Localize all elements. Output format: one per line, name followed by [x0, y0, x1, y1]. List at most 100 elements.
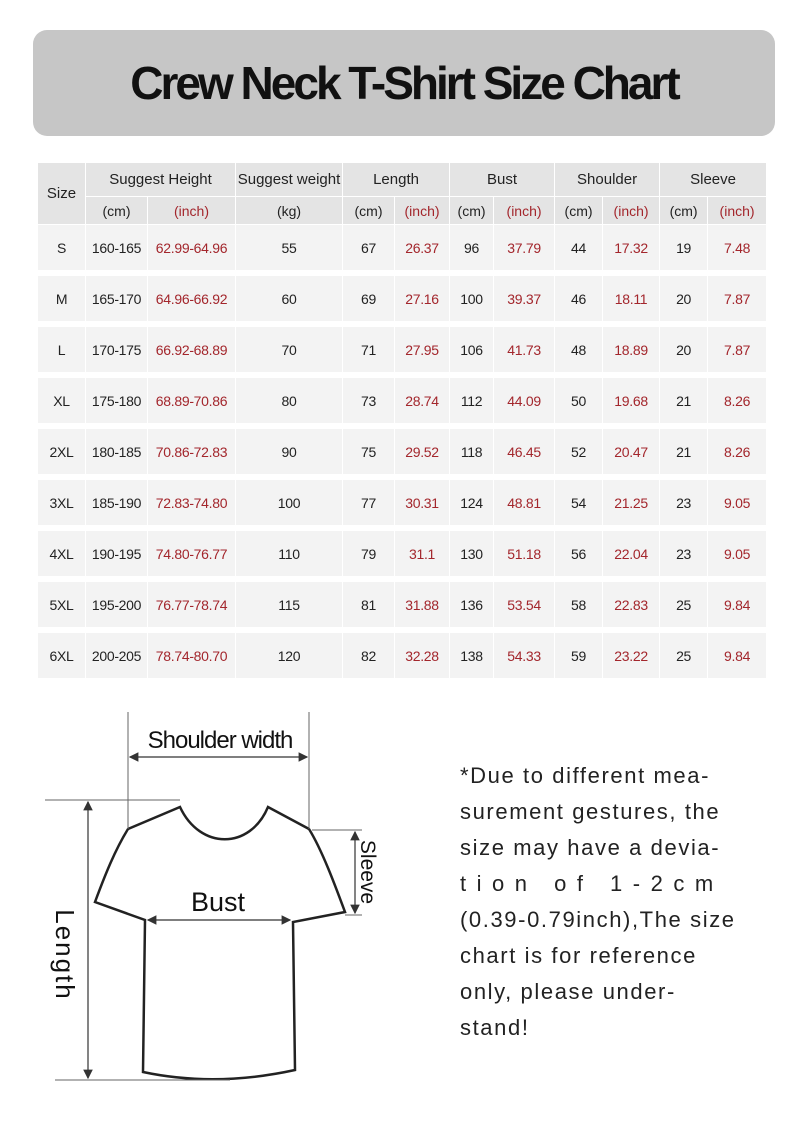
- column-header: Suggest weight: [236, 163, 344, 197]
- table-cell: 90: [236, 429, 344, 480]
- table-cell: 18.11: [603, 276, 661, 327]
- table-cell: 8.26: [708, 429, 768, 480]
- unit-header: (inch): [603, 197, 661, 225]
- table-cell: 44.09: [494, 378, 556, 429]
- shirt-outline: [93, 805, 347, 1081]
- table-cell: 62.99-64.96: [148, 225, 237, 276]
- table-cell: 175-180: [86, 378, 148, 429]
- table-cell: 27.95: [395, 327, 451, 378]
- title-banner: Crew Neck T-Shirt Size Chart: [33, 30, 775, 136]
- table-cell: 71: [343, 327, 396, 378]
- table-cell: 118: [450, 429, 495, 480]
- table-cell: 138: [450, 633, 495, 684]
- table-cell: L: [38, 327, 86, 378]
- table-cell: 48.81: [494, 480, 556, 531]
- column-header: Length: [343, 163, 451, 197]
- table-cell: 120: [236, 633, 344, 684]
- table-cell: XL: [38, 378, 86, 429]
- column-header: Size: [38, 163, 86, 225]
- table-cell: 56: [555, 531, 604, 582]
- title: Crew Neck T-Shirt Size Chart: [130, 57, 680, 109]
- table-cell: 9.84: [708, 582, 768, 633]
- unit-header: (inch): [395, 197, 451, 225]
- note-line: *Due to different mea-: [460, 763, 711, 788]
- table-cell: 79: [343, 531, 396, 582]
- table-cell: 200-205: [86, 633, 148, 684]
- bust-label: Bust: [191, 887, 246, 917]
- table-cell: 48: [555, 327, 604, 378]
- unit-header: (inch): [494, 197, 556, 225]
- table-cell: 31.88: [395, 582, 451, 633]
- table-cell: 2XL: [38, 429, 86, 480]
- table-cell: 185-190: [86, 480, 148, 531]
- table-cell: 77: [343, 480, 396, 531]
- table-cell: 9.84: [708, 633, 768, 684]
- table-row: M 165-170 64.96-66.92 60 69 27.16 100 39.37 46 18…: [38, 276, 768, 327]
- table-cell: 4XL: [38, 531, 86, 582]
- table-cell: 25: [660, 633, 709, 684]
- unit-header: (inch): [708, 197, 768, 225]
- sleeve-label: Sleeve: [356, 840, 379, 904]
- table-cell: 8.26: [708, 378, 768, 429]
- table-cell: 23.22: [603, 633, 661, 684]
- table-cell: 180-185: [86, 429, 148, 480]
- table-cell: 64.96-66.92: [148, 276, 237, 327]
- table-cell: 3XL: [38, 480, 86, 531]
- table-cell: 7.48: [708, 225, 768, 276]
- table-cell: 19: [660, 225, 709, 276]
- table-cell: 50: [555, 378, 604, 429]
- table-cell: 22.04: [603, 531, 661, 582]
- table-cell: 73: [343, 378, 396, 429]
- table-cell: 19.68: [603, 378, 661, 429]
- table-cell: 21: [660, 378, 709, 429]
- table-cell: 51.18: [494, 531, 556, 582]
- table-cell: 190-195: [86, 531, 148, 582]
- table-cell: 67: [343, 225, 396, 276]
- table-cell: 26.37: [395, 225, 451, 276]
- table-cell: 39.37: [494, 276, 556, 327]
- length-label: Length: [50, 909, 80, 1001]
- column-header: Sleeve: [660, 163, 768, 197]
- table-cell: 59: [555, 633, 604, 684]
- table-cell: 66.92-68.89: [148, 327, 237, 378]
- table-cell: 46.45: [494, 429, 556, 480]
- table-cell: 25: [660, 582, 709, 633]
- note-line: chart is for reference: [460, 943, 697, 968]
- table-cell: 21.25: [603, 480, 661, 531]
- table-cell: 21: [660, 429, 709, 480]
- table-cell: 165-170: [86, 276, 148, 327]
- table-cell: 20.47: [603, 429, 661, 480]
- table-cell: 75: [343, 429, 396, 480]
- table-cell: 81: [343, 582, 396, 633]
- table-cell: M: [38, 276, 86, 327]
- table-cell: 100: [450, 276, 495, 327]
- table-cell: 22.83: [603, 582, 661, 633]
- table-cell: 115: [236, 582, 344, 633]
- table-cell: 23: [660, 531, 709, 582]
- table-cell: 37.79: [494, 225, 556, 276]
- table-cell: 7.87: [708, 276, 768, 327]
- unit-header: (cm): [86, 197, 148, 225]
- table-cell: 53.54: [494, 582, 556, 633]
- table-cell: 112: [450, 378, 495, 429]
- unit-header: (cm): [555, 197, 604, 225]
- table-cell: 28.74: [395, 378, 451, 429]
- table-row: 4XL 190-195 74.80-76.77 110 79 31.1 130 51.18 56…: [38, 531, 768, 582]
- table-cell: 7.87: [708, 327, 768, 378]
- table-row: 2XL 180-185 70.86-72.83 90 75 29.52 118 46.45 52…: [38, 429, 768, 480]
- table-cell: 54: [555, 480, 604, 531]
- table-cell: 23: [660, 480, 709, 531]
- table-cell: 72.83-74.80: [148, 480, 237, 531]
- shirt-diagram: Shoulder width Bust Length Sleeve: [45, 712, 379, 1081]
- table-cell: 58: [555, 582, 604, 633]
- table-cell: 18.89: [603, 327, 661, 378]
- table-cell: 68.89-70.86: [148, 378, 237, 429]
- unit-header: (inch): [148, 197, 237, 225]
- table-cell: 110: [236, 531, 344, 582]
- table-cell: 106: [450, 327, 495, 378]
- table-cell: 44: [555, 225, 604, 276]
- table-cell: 27.16: [395, 276, 451, 327]
- table-cell: 9.05: [708, 531, 768, 582]
- table-cell: 32.28: [395, 633, 451, 684]
